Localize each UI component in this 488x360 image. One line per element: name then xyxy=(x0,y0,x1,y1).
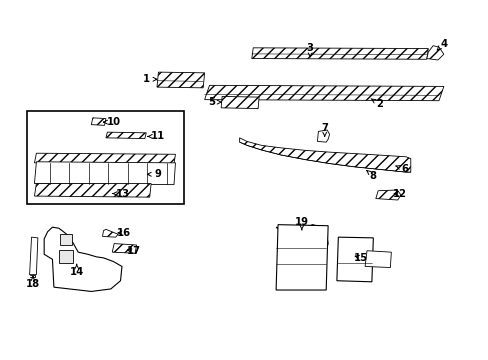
Polygon shape xyxy=(221,96,259,109)
Text: 7: 7 xyxy=(321,123,327,136)
Polygon shape xyxy=(365,251,390,267)
Polygon shape xyxy=(30,237,38,275)
Text: 6: 6 xyxy=(395,164,407,174)
Text: 5: 5 xyxy=(207,97,221,107)
Polygon shape xyxy=(251,48,427,59)
Text: 16: 16 xyxy=(117,228,131,238)
Polygon shape xyxy=(60,234,72,245)
Text: 12: 12 xyxy=(392,189,406,199)
Text: 15: 15 xyxy=(353,253,367,263)
Text: 11: 11 xyxy=(147,131,165,141)
Polygon shape xyxy=(34,162,175,185)
Polygon shape xyxy=(375,190,400,200)
Text: 14: 14 xyxy=(69,264,84,277)
Bar xyxy=(27,111,183,204)
Polygon shape xyxy=(91,118,106,125)
Text: 9: 9 xyxy=(147,169,161,179)
Polygon shape xyxy=(239,138,410,172)
Polygon shape xyxy=(106,132,146,139)
Polygon shape xyxy=(34,184,151,197)
Polygon shape xyxy=(112,244,136,253)
Text: 3: 3 xyxy=(306,43,313,57)
Text: 4: 4 xyxy=(436,39,447,50)
Polygon shape xyxy=(34,153,175,164)
Polygon shape xyxy=(276,225,327,290)
Text: 8: 8 xyxy=(366,171,376,181)
Polygon shape xyxy=(317,130,329,142)
Polygon shape xyxy=(157,72,204,88)
Text: 19: 19 xyxy=(294,217,308,230)
Text: 13: 13 xyxy=(113,189,130,199)
Polygon shape xyxy=(102,229,118,237)
Text: 18: 18 xyxy=(26,276,40,289)
Polygon shape xyxy=(276,225,327,249)
Polygon shape xyxy=(44,227,122,292)
Text: 17: 17 xyxy=(126,247,141,256)
Text: 2: 2 xyxy=(370,99,382,109)
Polygon shape xyxy=(59,249,73,263)
Polygon shape xyxy=(204,85,443,101)
Text: 10: 10 xyxy=(103,117,121,127)
Text: 1: 1 xyxy=(142,74,157,84)
Polygon shape xyxy=(336,237,372,282)
Polygon shape xyxy=(426,46,443,60)
